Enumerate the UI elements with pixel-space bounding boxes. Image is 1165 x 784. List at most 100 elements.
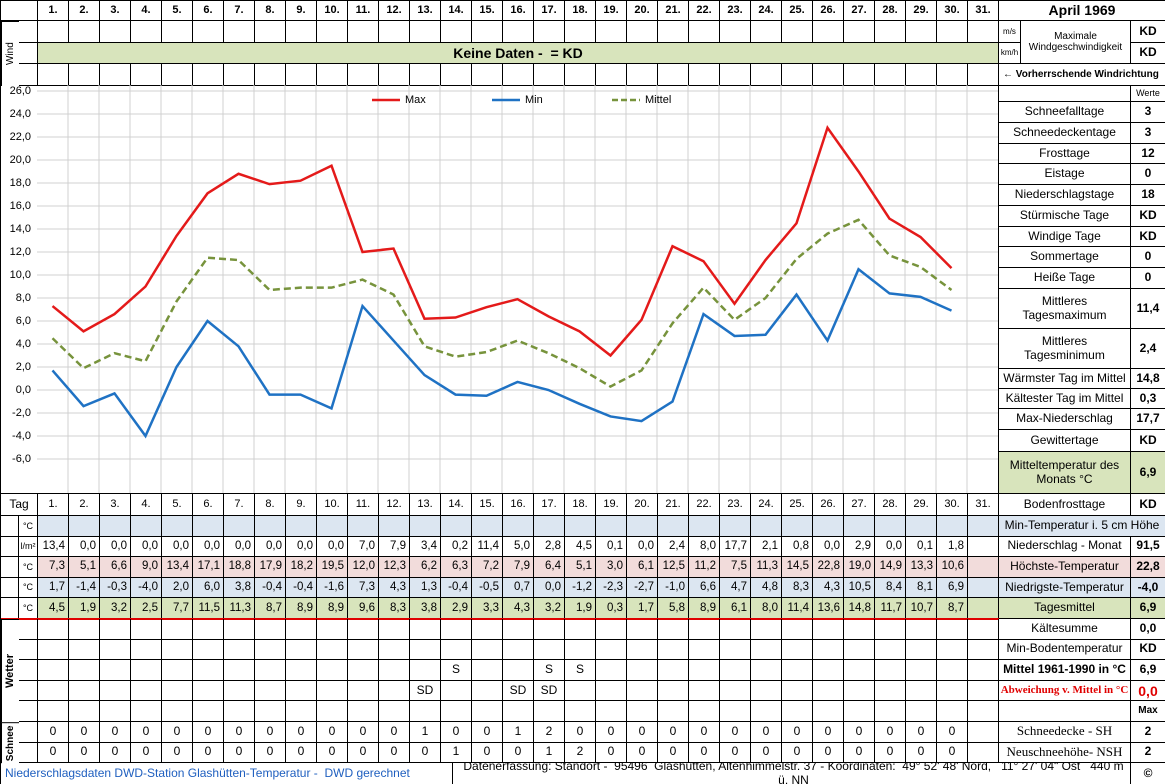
no-data-banner: Keine Daten - = KD <box>38 43 999 64</box>
value-cell: 0 <box>937 722 968 743</box>
value-cell <box>596 680 627 702</box>
value-cell: 18,2 <box>286 557 317 578</box>
value-cell <box>255 680 286 702</box>
value-cell <box>100 660 131 681</box>
day-header: 12. <box>379 1 410 21</box>
value-cell: 0,0 <box>162 536 193 558</box>
unit-cell <box>19 660 38 681</box>
unit-cell <box>19 722 38 743</box>
value-cell <box>255 660 286 681</box>
value-cell <box>69 701 100 722</box>
value-cell <box>968 701 999 722</box>
value-cell: 7,7 <box>162 598 193 619</box>
value-cell <box>472 680 503 702</box>
unit-cell <box>19 680 38 702</box>
day-header: 14. <box>441 494 472 516</box>
value-cell <box>689 660 720 681</box>
value-cell <box>844 680 875 702</box>
wind-value: KD <box>1131 43 1165 64</box>
value-cell: 0,0 <box>69 536 100 558</box>
value-cell <box>937 680 968 702</box>
value-cell <box>100 516 131 537</box>
value-cell: 12,0 <box>348 557 379 578</box>
value-cell <box>69 660 100 681</box>
value-cell: 4,3 <box>813 577 844 599</box>
cell <box>379 64 410 86</box>
value-cell <box>751 660 782 681</box>
day-header: 5. <box>162 494 193 516</box>
value-cell: 1 <box>503 722 534 743</box>
day-header: 13. <box>410 494 441 516</box>
value-cell <box>813 619 844 640</box>
cell <box>255 64 286 86</box>
value-cell <box>38 680 69 702</box>
stat-value: 17,7 <box>1131 409 1165 430</box>
value-cell: -4,0 <box>131 577 162 599</box>
value-cell: 7,9 <box>379 536 410 558</box>
day-header: 5. <box>162 1 193 21</box>
value-cell: 4,5 <box>565 536 596 558</box>
cell <box>565 21 596 43</box>
value-cell <box>503 701 534 722</box>
value-cell: 3,0 <box>596 557 627 578</box>
value-cell: 12,5 <box>658 557 689 578</box>
value-cell: 3,2 <box>100 598 131 619</box>
stat-value: 3 <box>1131 123 1165 144</box>
cell <box>286 64 317 86</box>
value-cell: 1 <box>441 742 472 764</box>
value-cell: 7,3 <box>348 577 379 599</box>
value-cell <box>503 639 534 661</box>
cell <box>131 64 162 86</box>
summary-label: Min-Bodentemperatur <box>999 639 1131 661</box>
summary-value: 6,9 <box>1131 598 1165 619</box>
value-cell <box>224 701 255 722</box>
value-cell <box>255 516 286 537</box>
cell <box>224 64 255 86</box>
value-cell: 0 <box>813 722 844 743</box>
value-cell <box>286 701 317 722</box>
cell <box>875 21 906 43</box>
value-cell <box>906 680 937 702</box>
value-cell <box>937 619 968 640</box>
day-header: 18. <box>565 494 596 516</box>
value-cell <box>875 516 906 537</box>
value-cell <box>162 516 193 537</box>
value-cell <box>906 701 937 722</box>
value-cell: 0 <box>38 742 69 764</box>
cell <box>224 21 255 43</box>
value-cell: 11,7 <box>875 598 906 619</box>
value-cell: 1 <box>534 742 565 764</box>
value-cell <box>937 639 968 661</box>
separator <box>1 618 999 620</box>
value-cell: 1,3 <box>410 577 441 599</box>
value-cell: 0 <box>224 722 255 743</box>
cell <box>348 64 379 86</box>
cell <box>193 21 224 43</box>
value-cell: 7,2 <box>472 557 503 578</box>
value-cell: 0 <box>906 742 937 764</box>
value-cell: 3,4 <box>410 536 441 558</box>
day-header: 3. <box>100 494 131 516</box>
value-cell: 0 <box>658 722 689 743</box>
value-cell: SD <box>534 680 565 702</box>
day-header: 24. <box>751 1 782 21</box>
value-cell: 0 <box>162 722 193 743</box>
stat-label: Niederschlagstage <box>999 185 1131 206</box>
day-header: 24. <box>751 494 782 516</box>
value-cell <box>410 639 441 661</box>
value-cell <box>255 639 286 661</box>
stat-label: Heiße Tage <box>999 268 1131 289</box>
value-cell: 7,3 <box>38 557 69 578</box>
value-cell: 8,4 <box>875 577 906 599</box>
weather-label: Wetter <box>1 619 19 722</box>
value-cell: 11,4 <box>472 536 503 558</box>
day-header: 29. <box>906 1 937 21</box>
stat-label: Gewittertage <box>999 430 1131 452</box>
stat-label: Frosttage <box>999 144 1131 164</box>
value-cell <box>534 701 565 722</box>
value-cell <box>937 516 968 537</box>
snow-summary-label: Schneedecke - SH <box>999 722 1131 743</box>
stat-value: KD <box>1131 494 1165 516</box>
value-cell: 0,7 <box>503 577 534 599</box>
